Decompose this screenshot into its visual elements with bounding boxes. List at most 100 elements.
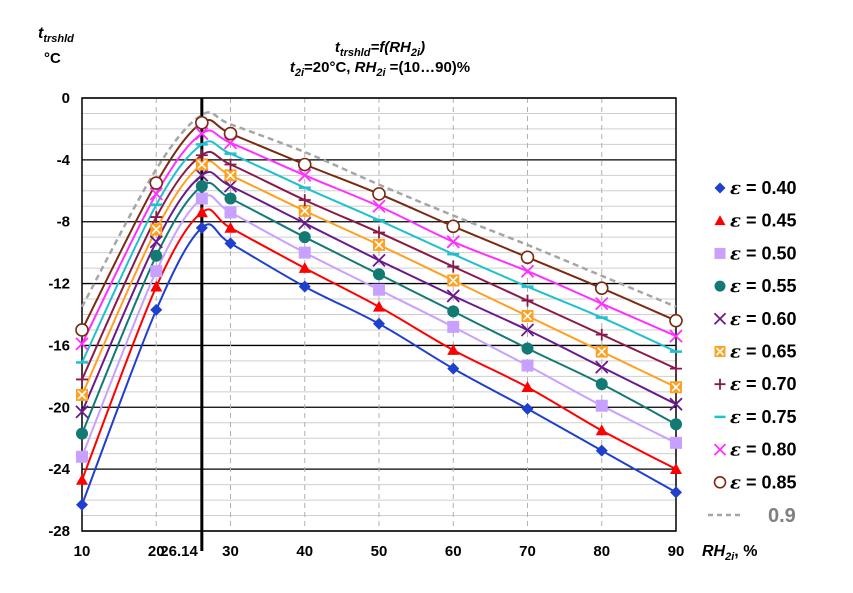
data-point-s6-9 <box>670 362 682 375</box>
legend-label: ε = 0.70 <box>730 374 797 395</box>
legend-item-10: 0.9 <box>708 505 796 527</box>
marker-cross <box>300 206 310 216</box>
data-point-s8-2 <box>195 126 209 141</box>
data-point-s3-4 <box>298 231 311 244</box>
data-point-s9-8 <box>594 281 609 296</box>
data-point-s9-6 <box>446 219 461 234</box>
data-point-s0-8 <box>595 444 608 457</box>
legend-item-2: ε = 0.50 <box>714 243 797 264</box>
data-point-s6-2 <box>195 149 208 162</box>
marker-cross <box>448 275 458 286</box>
data-point-s3-7 <box>521 342 534 355</box>
data-point-s2-6 <box>447 320 460 333</box>
legend-label: ε = 0.80 <box>730 440 797 461</box>
data-point-s5-2 <box>195 158 208 171</box>
y-tick-label: -24 <box>48 461 70 478</box>
series-curve-6 <box>81 150 677 380</box>
data-point-s2-2 <box>195 192 208 205</box>
data-point-s5-4 <box>298 204 311 217</box>
data-point-s5-7 <box>521 310 534 323</box>
legend-marker <box>714 215 726 226</box>
data-point-s9-9 <box>669 313 683 328</box>
series-curve-7 <box>81 140 677 363</box>
data-point-s2-7 <box>521 359 534 372</box>
data-point-s4-9 <box>669 397 683 411</box>
data-point-s0-2 <box>195 221 208 234</box>
data-point-s5-6 <box>447 274 460 287</box>
data-point-s3-0 <box>76 427 88 440</box>
x-tick-label: 40 <box>296 543 313 560</box>
data-point-s1-0 <box>76 473 88 485</box>
data-point-s6-0 <box>76 373 88 386</box>
data-point-s5-1 <box>150 223 163 236</box>
data-point-s4-7 <box>520 323 535 337</box>
series-curve-10 <box>80 111 677 308</box>
data-point-s8-5 <box>372 199 386 213</box>
data-point-s4-5 <box>372 253 386 268</box>
legend-label: ε = 0.75 <box>730 407 797 428</box>
data-point-s3-9 <box>670 418 682 431</box>
data-point-s3-8 <box>595 378 608 391</box>
data-point-s2-5 <box>373 283 385 296</box>
data-point-s3-3 <box>224 192 237 205</box>
chart-title-line2: t2i=20°C, RH2i =(10…90)% <box>290 59 470 79</box>
x-tick-label: 70 <box>519 543 536 560</box>
data-point-s0-3 <box>224 237 237 250</box>
data-point-s9-0 <box>75 323 89 337</box>
x-axis-label: RH2i, % <box>702 543 757 563</box>
data-point-s9-2 <box>195 115 209 130</box>
data-point-s1-7 <box>521 381 534 392</box>
data-point-s4-2 <box>195 168 209 182</box>
data-point-s5-5 <box>373 238 385 251</box>
legend-item-4: ε = 0.60 <box>713 309 797 330</box>
data-point-s0-0 <box>76 498 88 511</box>
legend-marker <box>714 182 726 194</box>
data-point-s3-2 <box>195 180 208 193</box>
data-point-s0-6 <box>447 362 460 375</box>
data-point-s0-9 <box>670 486 682 499</box>
legend-item-8: ε = 0.80 <box>713 440 797 461</box>
data-point-s0-7 <box>521 402 534 415</box>
data-point-s0-4 <box>298 280 311 293</box>
y-tick-label: -16 <box>48 337 70 354</box>
data-point-s2-4 <box>298 246 311 259</box>
legend-label: ε = 0.65 <box>730 342 797 363</box>
y-tick-label: -28 <box>48 523 70 540</box>
legend-label: ε = 0.55 <box>730 276 797 297</box>
marker-cross <box>197 159 207 170</box>
legend-marker <box>714 346 726 357</box>
legend-item-1: ε = 0.45 <box>714 211 797 232</box>
data-point-s8-7 <box>520 264 535 278</box>
data-point-s6-3 <box>224 158 237 171</box>
data-point-s1-6 <box>447 344 460 355</box>
y-axis-unit: °C <box>44 50 61 67</box>
marker-cross <box>597 347 607 357</box>
x-tick-label: 60 <box>445 543 462 560</box>
data-point-s1-9 <box>670 463 682 474</box>
y-tick-label: -12 <box>48 276 70 293</box>
legend-item-3: ε = 0.55 <box>714 276 797 297</box>
series-curve-8 <box>81 129 677 345</box>
data-point-s9-5 <box>372 187 386 201</box>
data-point-s8-1 <box>149 187 163 201</box>
marker-cross <box>671 382 681 392</box>
data-point-s5-0 <box>76 388 88 401</box>
legend-label: 0.9 <box>768 505 796 527</box>
data-point-s6-1 <box>150 211 163 224</box>
legend-item-7: ε = 0.75 <box>714 407 797 428</box>
data-point-s2-8 <box>595 399 608 412</box>
legend-item-9: ε = 0.85 <box>713 472 797 493</box>
data-point-s1-2 <box>195 206 208 218</box>
series-curve-4 <box>81 170 677 413</box>
data-point-s3-5 <box>373 268 385 281</box>
data-point-s9-7 <box>520 250 535 265</box>
data-point-s4-0 <box>75 405 89 419</box>
y-axis-label: ttrshld <box>38 25 74 45</box>
data-point-s5-3 <box>224 169 237 182</box>
y-tick-label: -4 <box>57 152 71 169</box>
series-curve-0 <box>81 223 677 506</box>
data-point-s1-4 <box>298 262 311 273</box>
data-point-s9-3 <box>223 126 238 141</box>
data-point-s1-8 <box>595 424 608 436</box>
